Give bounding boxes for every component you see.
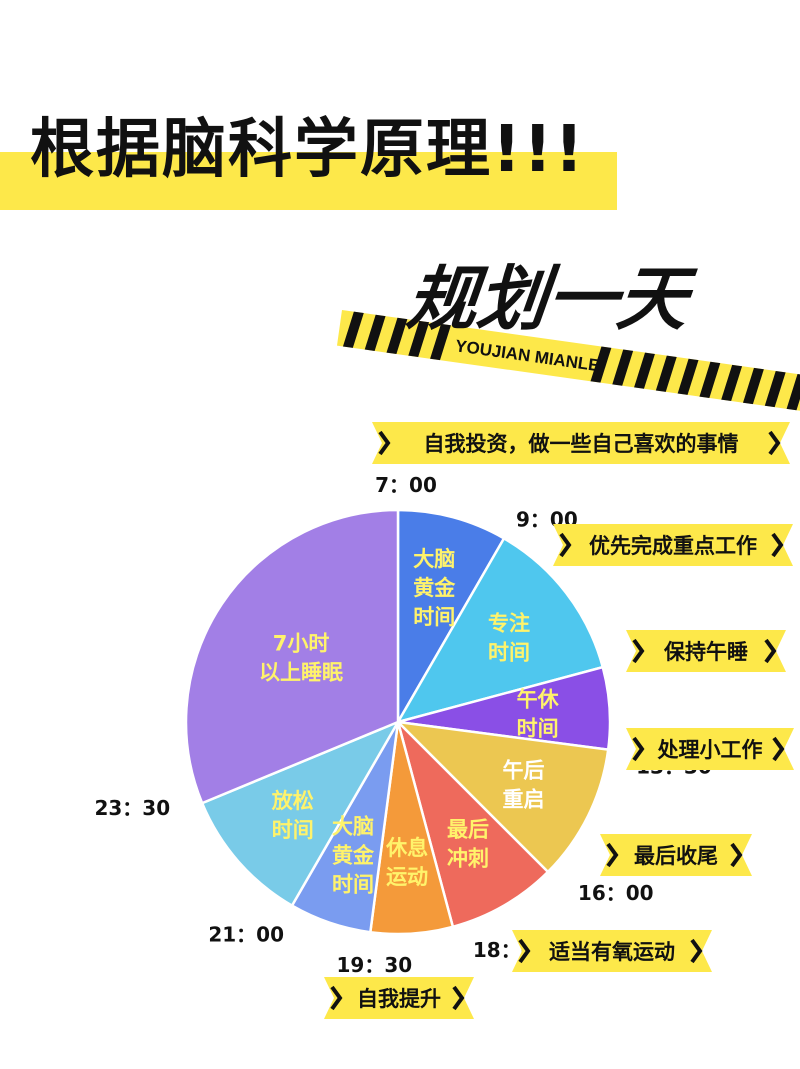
tape-stripe-8 bbox=[655, 355, 677, 392]
tape-stripe-4 bbox=[430, 323, 451, 361]
pie-slice-label-3: 午后重启 bbox=[502, 758, 544, 811]
annotation-chevron-right-2 bbox=[764, 638, 777, 664]
tape-stripe-11 bbox=[721, 364, 743, 402]
pie-slice-0 bbox=[396, 508, 506, 727]
tape-stripe-3 bbox=[408, 320, 430, 358]
annotation-text-1: 优先完成重点工作 bbox=[589, 534, 757, 558]
pie-slice-label-4: 最后冲刺 bbox=[447, 818, 489, 871]
pie-slice-1 bbox=[395, 536, 605, 724]
annotation-chevron-right-6 bbox=[452, 985, 465, 1011]
annotation-box-4 bbox=[600, 834, 752, 876]
pie-slice-label-5: 休息运动 bbox=[385, 836, 428, 889]
annotation-text-5: 适当有氧运动 bbox=[549, 940, 675, 964]
pie-slice-label-0: 大脑黄金时间 bbox=[413, 547, 456, 629]
tape-stripe-12 bbox=[742, 367, 764, 405]
annotation-box-1 bbox=[553, 524, 793, 566]
annotation-chevron-right-3 bbox=[772, 736, 785, 762]
annotation-chevron-left-6 bbox=[330, 985, 343, 1011]
pie-slice-4 bbox=[395, 717, 550, 929]
tape-stripe-5 bbox=[590, 346, 612, 383]
tape-stripe-0 bbox=[342, 311, 364, 348]
annotation-chevron-left-5 bbox=[518, 938, 531, 964]
time-label-0: 7：00 bbox=[375, 473, 437, 497]
pie-slice-label-6: 大脑黄金时间 bbox=[332, 814, 375, 896]
annotation-box-3 bbox=[626, 728, 794, 770]
annotation-chevron-right-4 bbox=[730, 842, 743, 868]
pie-slice-labels: 大脑黄金时间 专注时间午休时间午后重启最后冲刺休息运动大脑黄金时间放松时间7小时以… bbox=[259, 547, 560, 897]
time-label-4: 16：00 bbox=[578, 881, 654, 905]
annotation-callouts: 自我投资，做一些自己喜欢的事情优先完成重点工作保持午睡处理小工作最后收尾适当有氧… bbox=[324, 422, 794, 1019]
tape-stripe-2 bbox=[386, 317, 408, 355]
annotation-box-2 bbox=[626, 630, 786, 672]
annotation-box-6 bbox=[324, 977, 474, 1019]
annotation-chevron-left-2 bbox=[632, 638, 645, 664]
annotation-chevron-left-0 bbox=[378, 430, 391, 456]
tape-stripe-6 bbox=[612, 349, 634, 386]
pie-slice-label-1: 专注时间 bbox=[488, 611, 530, 664]
pie-slices bbox=[184, 508, 612, 936]
annotation-text-6: 自我提升 bbox=[357, 987, 441, 1011]
tape-stripe-1 bbox=[364, 314, 386, 351]
time-label-7: 21：00 bbox=[208, 923, 284, 947]
tape-stripe-9 bbox=[677, 358, 699, 395]
annotation-text-3: 处理小工作 bbox=[657, 738, 763, 762]
annotation-text-0: 自我投资，做一些自己喜欢的事情 bbox=[424, 432, 739, 456]
time-label-8: 23：30 bbox=[94, 796, 170, 820]
tape-stripe-13 bbox=[764, 370, 786, 408]
tape-stripes bbox=[342, 311, 800, 411]
annotation-chevron-right-1 bbox=[771, 532, 784, 558]
annotation-chevron-left-1 bbox=[559, 532, 572, 558]
time-label-6: 19：30 bbox=[336, 953, 412, 977]
title-highlight-bar bbox=[0, 152, 617, 210]
tape-stripe-10 bbox=[699, 361, 721, 398]
pie-slice-3 bbox=[394, 720, 610, 874]
tape-stripe-14 bbox=[786, 374, 800, 411]
annotation-chevron-right-0 bbox=[768, 430, 781, 456]
annotation-box-5 bbox=[512, 930, 712, 972]
tape-stripe-7 bbox=[634, 352, 655, 389]
annotation-chevron-left-3 bbox=[632, 736, 645, 762]
annotation-chevron-left-4 bbox=[606, 842, 619, 868]
annotation-chevron-right-5 bbox=[690, 938, 703, 964]
pie-slice-label-7: 放松时间 bbox=[271, 789, 314, 842]
pie-slice-7 bbox=[200, 719, 401, 908]
page-title: 根据脑科学原理!!! bbox=[30, 113, 586, 187]
annotation-text-2: 保持午睡 bbox=[663, 640, 748, 664]
pie-slice-label-2: 午休时间 bbox=[517, 687, 560, 740]
pie-slice-8 bbox=[184, 508, 400, 805]
annotation-text-4: 最后收尾 bbox=[634, 844, 718, 868]
annotation-box-0 bbox=[372, 422, 790, 464]
pie-slice-label-8: 7小时以上睡眠 bbox=[259, 632, 343, 685]
